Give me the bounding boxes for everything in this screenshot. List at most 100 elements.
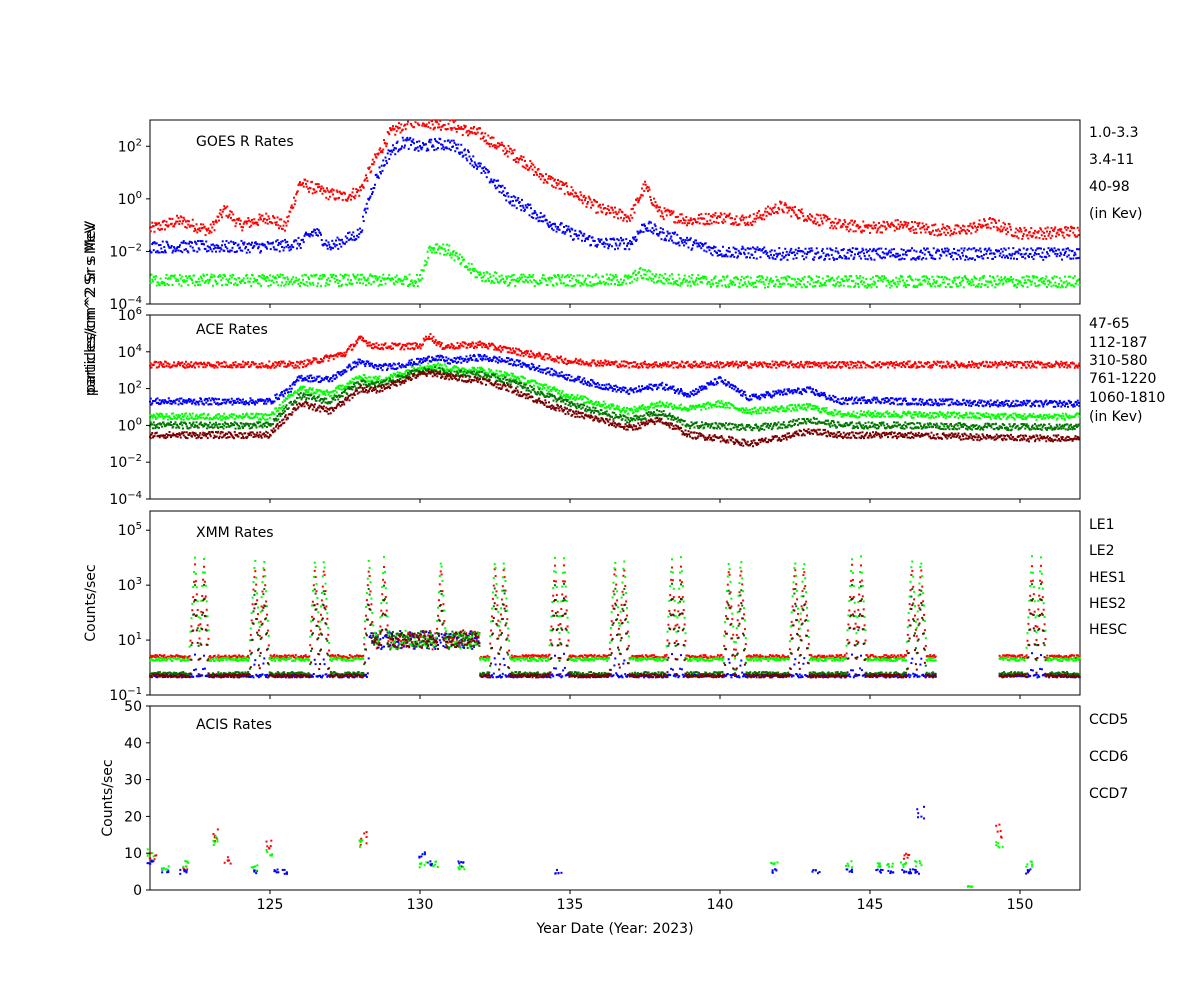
goes-point [461,151,463,154]
goes-point [792,257,795,260]
goes-point [707,245,710,248]
goes-point [433,247,436,250]
goes-point [682,217,685,220]
goes-point [659,215,662,218]
goes-point [746,285,748,288]
ace-point [959,364,961,367]
goes-point [490,142,493,145]
goes-point [875,249,877,252]
goes-point [395,274,398,277]
ace-point [914,361,916,364]
goes-point [1002,282,1005,285]
goes-point [500,185,502,188]
goes-point [572,238,575,241]
goes-point [1005,233,1008,236]
ace-point [432,335,435,338]
goes-point [869,248,871,251]
goes-point [909,249,912,252]
ace-point [239,366,242,369]
ace-point [765,364,768,367]
ace-point [960,362,963,365]
goes-point [674,281,676,284]
goes-point [1049,237,1052,240]
goes-point [1032,276,1035,279]
goes-point [720,213,723,216]
ace-point [517,353,520,356]
ace-point [651,366,654,369]
goes-point [506,284,509,287]
goes-point [326,278,328,281]
goes-point [656,233,659,236]
goes-point [725,216,727,219]
ace-point [628,366,631,369]
goes-point [925,223,928,226]
goes-point [576,234,579,237]
goes-point [157,251,160,254]
goes-point [239,223,241,226]
goes-point [360,278,363,281]
ace-point [176,362,179,365]
goes-point [863,252,865,255]
goes-point [365,284,367,287]
goes-point [1059,251,1062,254]
ace-point [901,362,904,365]
goes-point [353,276,356,279]
ace-point [372,347,375,350]
goes-point [884,256,886,259]
goes-point [184,280,187,283]
goes-point [814,217,817,220]
goes-point [725,276,728,279]
ace-point [673,361,676,364]
goes-point [917,256,919,259]
goes-point [1058,282,1060,285]
goes-point [809,219,812,222]
goes-point [465,131,468,134]
goes-point [1032,258,1035,261]
ace-point [267,365,270,368]
ace-point [291,364,294,367]
goes-point [659,231,661,234]
ace-point [927,366,930,369]
ace-point [567,362,570,365]
goes-point [887,251,890,254]
goes-point [947,248,950,251]
goes-point [901,223,904,226]
ace-point [1019,361,1022,364]
goes-point [948,278,951,281]
goes-point [569,274,572,277]
goes-point [365,202,368,205]
goes-point [339,239,342,242]
goes-point [638,268,641,271]
goes-point [570,285,573,288]
goes-point [242,279,244,282]
ace-point [370,344,373,347]
goes-point [322,187,325,190]
goes-point [873,283,876,286]
goes-point [888,249,891,252]
goes-point [157,227,160,230]
goes-point [605,281,607,284]
ace-point [716,360,718,363]
ace-point [611,361,613,364]
ace-point [893,361,895,364]
goes-point [669,237,672,240]
goes-point [278,218,281,221]
goes-panel-frame [149,119,1081,305]
goes-point [966,248,969,251]
goes-point [645,229,648,232]
goes-point [230,216,232,219]
goes-point [820,283,823,286]
goes-point [1065,247,1068,250]
goes-point [381,151,384,154]
ace-point [468,343,471,346]
ace-point [833,366,836,369]
goes-point [709,283,712,286]
ace-point [905,362,907,365]
goes-point [866,226,869,229]
ace-point [158,402,160,405]
ace-point [215,361,218,364]
goes-point [265,212,268,215]
goes-point [662,276,665,279]
goes-point [697,274,700,277]
goes-point [702,277,705,280]
